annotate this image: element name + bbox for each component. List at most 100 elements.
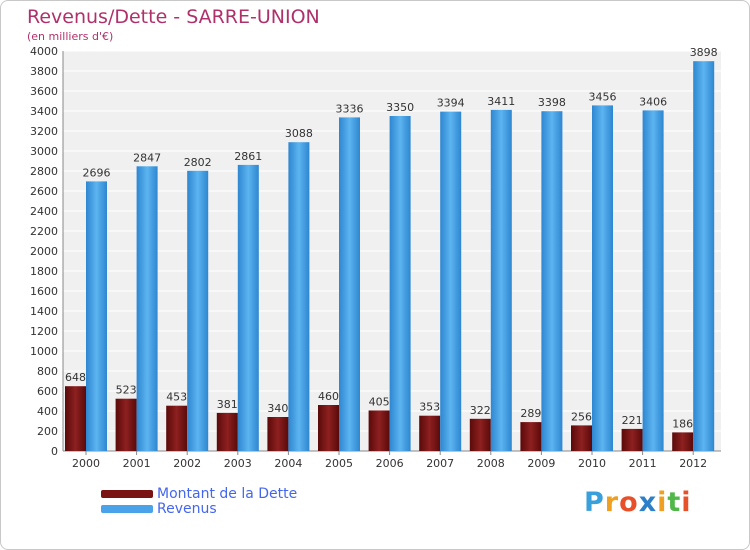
bar-revenue xyxy=(136,166,158,452)
data-label-revenue: 3898 xyxy=(690,46,718,59)
y-tick-label: 1000 xyxy=(30,345,58,358)
data-label-debt: 453 xyxy=(166,391,187,404)
legend-swatch-revenue xyxy=(101,505,153,513)
bar-debt xyxy=(571,425,592,451)
data-label-revenue: 3411 xyxy=(487,95,515,108)
data-label-revenue: 3456 xyxy=(589,90,617,103)
bar-revenue xyxy=(440,111,462,451)
bar-debt xyxy=(419,415,441,451)
logo-letter: x xyxy=(638,487,658,518)
y-tick-label: 800 xyxy=(37,365,58,378)
data-label-debt: 460 xyxy=(318,390,339,403)
data-label-debt: 289 xyxy=(520,407,541,420)
bar-debt xyxy=(115,398,137,451)
bar-debt xyxy=(368,410,390,451)
legend-swatch-debt xyxy=(101,490,153,498)
y-tick-label: 3000 xyxy=(30,145,58,158)
legend-label-revenue: Revenus xyxy=(157,501,217,517)
data-label-debt: 221 xyxy=(622,414,643,427)
bar-debt xyxy=(216,412,238,451)
data-label-debt: 340 xyxy=(267,402,288,415)
x-tick-label: 2008 xyxy=(477,457,505,470)
y-tick-label: 2800 xyxy=(30,165,58,178)
data-label-debt: 256 xyxy=(571,410,592,423)
x-tick-label: 2005 xyxy=(325,457,353,470)
y-tick-label: 1200 xyxy=(30,325,58,338)
bar-revenue xyxy=(389,116,411,451)
data-label-debt: 648 xyxy=(65,371,86,384)
proxiti-logo: Proxiti xyxy=(584,487,692,518)
y-tick-label: 3400 xyxy=(30,105,58,118)
data-label-revenue: 2861 xyxy=(234,150,262,163)
x-tick-label: 2010 xyxy=(578,457,606,470)
data-label-debt: 381 xyxy=(217,398,238,411)
data-label-revenue: 2696 xyxy=(83,166,111,179)
logo-letter: P xyxy=(584,487,605,518)
y-tick-label: 600 xyxy=(37,385,58,398)
y-tick-label: 400 xyxy=(37,405,58,418)
legend-label-debt: Montant de la Dette xyxy=(157,486,298,502)
y-tick-label: 1600 xyxy=(30,285,58,298)
bar-revenue xyxy=(86,181,107,451)
data-label-revenue: 3398 xyxy=(538,96,566,109)
x-tick-label: 2003 xyxy=(224,457,252,470)
logo-letter: o xyxy=(619,487,639,518)
data-label-debt: 353 xyxy=(419,401,440,414)
bar-debt xyxy=(166,405,188,451)
data-label-revenue: 3406 xyxy=(639,95,667,108)
bar-revenue xyxy=(187,170,209,452)
data-label-revenue: 3088 xyxy=(285,127,313,140)
bar-revenue xyxy=(237,164,259,451)
bar-revenue xyxy=(693,61,715,451)
y-tick-label: 1400 xyxy=(30,305,58,318)
y-tick-label: 200 xyxy=(37,425,58,438)
x-tick-label: 2001 xyxy=(123,457,151,470)
y-tick-label: 0 xyxy=(51,445,58,458)
x-tick-label: 2004 xyxy=(274,457,302,470)
bar-revenue xyxy=(642,110,664,452)
bar-debt xyxy=(267,417,289,451)
data-label-debt: 322 xyxy=(470,404,491,417)
data-label-debt: 523 xyxy=(116,384,137,397)
bar-debt xyxy=(65,386,86,451)
data-label-revenue: 3394 xyxy=(437,97,465,110)
y-tick-label: 3200 xyxy=(30,125,58,138)
bar-debt xyxy=(520,422,542,451)
logo-letter: r xyxy=(604,487,620,518)
bar-debt xyxy=(672,432,694,451)
y-tick-label: 3600 xyxy=(30,85,58,98)
data-label-revenue: 3350 xyxy=(386,101,414,114)
y-tick-label: 4000 xyxy=(30,45,58,58)
bar-revenue xyxy=(339,117,360,452)
bar-revenue xyxy=(490,109,512,452)
bar-debt xyxy=(469,418,491,451)
x-tick-label: 2000 xyxy=(72,457,100,470)
bar-revenue xyxy=(541,111,563,451)
data-label-revenue: 3336 xyxy=(336,102,364,115)
x-tick-label: 2007 xyxy=(426,457,454,470)
bar-debt xyxy=(621,428,643,451)
data-label-debt: 186 xyxy=(672,417,693,430)
bar-revenue xyxy=(288,142,310,451)
y-tick-label: 1800 xyxy=(30,265,58,278)
logo-letter: i xyxy=(657,487,668,518)
data-label-revenue: 2802 xyxy=(184,156,212,169)
data-label-debt: 405 xyxy=(369,396,390,409)
y-tick-label: 2000 xyxy=(30,245,58,258)
x-tick-label: 2002 xyxy=(173,457,201,470)
y-tick-label: 2400 xyxy=(30,205,58,218)
data-label-revenue: 2847 xyxy=(133,151,161,164)
chart-title: Revenus/Dette - SARRE-UNION xyxy=(27,6,320,28)
y-tick-label: 2600 xyxy=(30,185,58,198)
bar-debt xyxy=(318,405,339,451)
logo-letter: t xyxy=(667,487,682,518)
chart-subtitle: (en milliers d'€) xyxy=(27,30,114,43)
x-tick-label: 2006 xyxy=(376,457,404,470)
y-tick-label: 2200 xyxy=(30,225,58,238)
logo-letter: i xyxy=(681,487,692,518)
x-tick-label: 2012 xyxy=(679,457,707,470)
x-tick-label: 2011 xyxy=(629,457,657,470)
bar-revenue xyxy=(592,105,613,452)
